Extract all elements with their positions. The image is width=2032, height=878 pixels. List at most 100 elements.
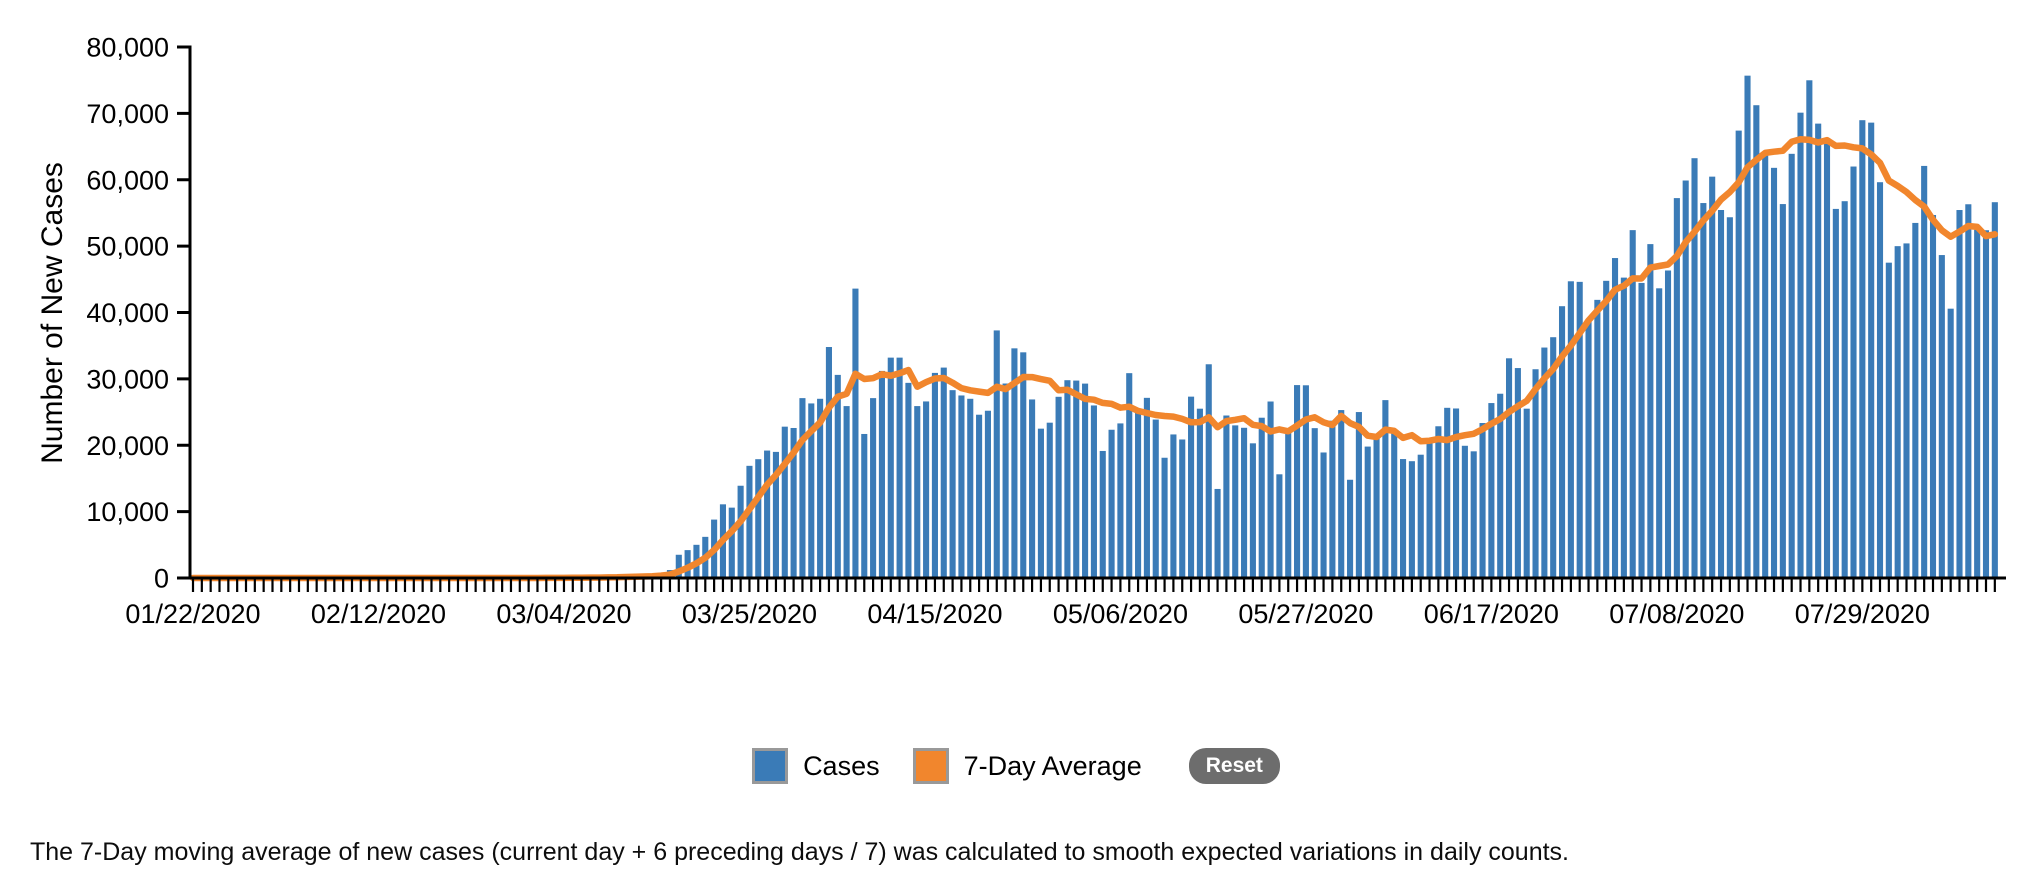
cases-bar[interactable] <box>675 554 682 578</box>
cases-bar[interactable] <box>1347 479 1354 578</box>
cases-bar[interactable] <box>1885 262 1892 578</box>
cases-bar[interactable] <box>1585 320 1592 578</box>
reset-button[interactable]: Reset <box>1188 748 1280 785</box>
cases-bar[interactable] <box>1638 282 1645 578</box>
cases-bar[interactable] <box>878 370 885 578</box>
cases-bar[interactable] <box>896 357 903 578</box>
cases-bar[interactable] <box>746 465 753 578</box>
cases-bar[interactable] <box>790 427 797 578</box>
cases-bar[interactable] <box>1126 373 1133 578</box>
cases-bar[interactable] <box>1302 385 1309 578</box>
cases-bar[interactable] <box>755 459 762 578</box>
cases-bar[interactable] <box>1011 348 1018 578</box>
cases-bar[interactable] <box>1603 280 1610 578</box>
cases-bar[interactable] <box>1664 270 1672 578</box>
cases-bar[interactable] <box>1479 423 1486 578</box>
cases-bar[interactable] <box>1550 337 1557 578</box>
cases-bar[interactable] <box>1567 281 1574 578</box>
cases-bars[interactable] <box>189 75 1998 579</box>
cases-bar[interactable] <box>1267 401 1274 578</box>
cases-bar[interactable] <box>1408 461 1415 578</box>
cases-bar[interactable] <box>861 433 868 578</box>
cases-bar[interactable] <box>1214 488 1221 578</box>
cases-bar[interactable] <box>1726 217 1733 578</box>
cases-bar[interactable] <box>1020 352 1027 578</box>
cases-bar[interactable] <box>737 485 744 578</box>
cases-bar[interactable] <box>1974 229 1981 579</box>
cases-bar[interactable] <box>1912 222 1919 578</box>
cases-bar[interactable] <box>1488 403 1495 578</box>
cases-bar[interactable] <box>993 330 1000 578</box>
cases-bar[interactable] <box>1806 80 1813 578</box>
cases-bar[interactable] <box>1541 347 1548 578</box>
cases-bar[interactable] <box>1285 429 1292 578</box>
cases-bar[interactable] <box>1558 306 1566 578</box>
cases-bar[interactable] <box>1311 428 1318 578</box>
cases-bar[interactable] <box>1770 167 1778 578</box>
cases-bar[interactable] <box>1249 443 1256 578</box>
cases-bar[interactable] <box>834 374 841 578</box>
cases-bar[interactable] <box>799 398 806 578</box>
cases-bar[interactable] <box>1073 380 1080 578</box>
cases-bar[interactable] <box>887 357 894 578</box>
cases-bar[interactable] <box>1894 246 1901 578</box>
cases-bar[interactable] <box>1965 204 1972 578</box>
cases-bar[interactable] <box>1523 408 1530 578</box>
cases-bar[interactable] <box>1355 412 1362 578</box>
cases-bar[interactable] <box>1594 299 1601 578</box>
cases-bar[interactable] <box>1117 423 1124 578</box>
cases-bar[interactable] <box>1709 176 1716 578</box>
cases-bar[interactable] <box>1876 182 1884 578</box>
cases-bar[interactable] <box>1417 454 1424 578</box>
cases-bar[interactable] <box>1152 419 1159 578</box>
cases-bar[interactable] <box>1841 201 1848 578</box>
cases-bar[interactable] <box>1735 130 1742 579</box>
cases-bar[interactable] <box>1859 120 1866 578</box>
cases-bar[interactable] <box>1453 408 1460 578</box>
cases-bar[interactable] <box>1373 437 1380 578</box>
cases-bar[interactable] <box>1241 427 1248 578</box>
cases-bar[interactable] <box>1532 369 1539 578</box>
cases-bar[interactable] <box>1497 393 1504 578</box>
cases-bar[interactable] <box>1055 396 1062 578</box>
cases-bar[interactable] <box>1947 308 1954 578</box>
cases-bar[interactable] <box>781 426 788 578</box>
cases-bar[interactable] <box>1647 244 1654 579</box>
cases-bar[interactable] <box>1196 408 1203 578</box>
cases-bar[interactable] <box>1461 445 1468 578</box>
cases-bar[interactable] <box>1400 459 1407 578</box>
cases-bar[interactable] <box>1320 452 1327 578</box>
cases-bar[interactable] <box>1294 385 1301 578</box>
cases-bar[interactable] <box>949 390 956 578</box>
cases-bar[interactable] <box>1656 288 1663 578</box>
cases-bar[interactable] <box>1823 138 1831 578</box>
cases-bar[interactable] <box>1135 410 1142 578</box>
cases-bar[interactable] <box>914 406 921 578</box>
cases-bar[interactable] <box>905 382 912 578</box>
cases-bar[interactable] <box>1700 203 1707 579</box>
cases-bar[interactable] <box>958 395 965 578</box>
cases-bar[interactable] <box>1832 208 1839 578</box>
cases-bar[interactable] <box>1276 474 1283 578</box>
cases-bar[interactable] <box>1046 422 1053 578</box>
cases-bar[interactable] <box>1444 407 1451 578</box>
cases-bar[interactable] <box>1329 420 1336 578</box>
cases-bar[interactable] <box>1082 383 1089 578</box>
cases-bar[interactable] <box>1338 410 1345 578</box>
cases-bar[interactable] <box>1470 451 1477 578</box>
cases-bar[interactable] <box>1223 415 1230 578</box>
cases-bar[interactable] <box>870 398 877 578</box>
cases-bar[interactable] <box>1232 425 1239 578</box>
cases-bar[interactable] <box>1364 446 1371 578</box>
cases-bar[interactable] <box>1002 383 1009 578</box>
cases-bar[interactable] <box>772 451 779 578</box>
cases-bar[interactable] <box>923 401 930 578</box>
cases-bar[interactable] <box>1991 202 1998 578</box>
cases-bar[interactable] <box>1691 158 1698 578</box>
cases-bar[interactable] <box>931 372 938 578</box>
cases-bar[interactable] <box>1850 166 1857 578</box>
cases-bar[interactable] <box>1576 281 1583 578</box>
cases-bar[interactable] <box>1815 123 1822 579</box>
cases-bar[interactable] <box>967 398 974 578</box>
cases-bar[interactable] <box>1682 180 1689 578</box>
